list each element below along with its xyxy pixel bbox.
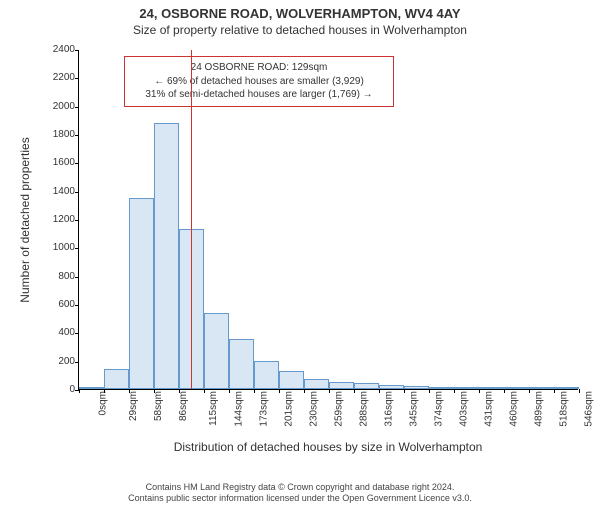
x-tick-label: 115sqm [209,391,219,426]
y-tick-mark [75,163,79,164]
histogram-bar [504,387,529,389]
x-tick-label: 345sqm [410,391,420,427]
histogram-bar [354,383,379,389]
x-tick-label: 546sqm [585,391,595,427]
x-tick-mark [279,389,280,393]
y-tick-mark [75,135,79,136]
x-tick-mark [429,389,430,393]
histogram-bar [229,339,254,389]
x-tick-label: 518sqm [560,391,570,427]
x-tick-label: 58sqm [154,391,164,421]
x-tick-mark [404,389,405,393]
x-tick-mark [79,389,80,393]
histogram-chart: Number of detached properties 24 OSBORNE… [48,50,578,420]
x-tick-mark [529,389,530,393]
histogram-bar [104,369,129,389]
x-tick-label: 173sqm [260,391,270,427]
x-tick-mark [329,389,330,393]
x-tick-mark [579,389,580,393]
y-tick-mark [75,362,79,363]
y-tick-mark [75,305,79,306]
annotation-line-1: 24 OSBORNE ROAD: 129sqm [131,61,387,75]
x-tick-label: 86sqm [179,391,189,421]
x-tick-label: 316sqm [385,391,395,427]
y-tick-mark [75,192,79,193]
x-tick-label: 0sqm [98,391,108,415]
histogram-bar [304,379,329,389]
page-title: 24, OSBORNE ROAD, WOLVERHAMPTON, WV4 4AY [0,6,600,21]
x-tick-mark [379,389,380,393]
histogram-bar [154,123,179,389]
histogram-bar [204,313,229,390]
histogram-bar [79,387,104,389]
x-tick-mark [554,389,555,393]
plot-area: 24 OSBORNE ROAD: 129sqm ← 69% of detache… [78,50,578,390]
x-tick-mark [154,389,155,393]
property-marker-line [191,50,192,389]
histogram-bar [379,385,404,389]
x-tick-label: 403sqm [460,391,470,427]
y-tick-mark [75,333,79,334]
footer-line-2: Contains public sector information licen… [0,493,600,504]
histogram-bar [279,371,304,389]
x-tick-label: 460sqm [510,391,520,427]
x-tick-mark [304,389,305,393]
x-tick-label: 259sqm [335,391,345,427]
histogram-bar [404,386,429,389]
x-tick-mark [354,389,355,393]
y-tick-mark [75,107,79,108]
x-tick-mark [104,389,105,393]
y-tick-mark [75,248,79,249]
histogram-bar [129,198,154,389]
x-tick-mark [129,389,130,393]
x-tick-label: 431sqm [485,391,495,427]
histogram-bar [529,387,554,389]
y-tick-mark [75,220,79,221]
x-tick-label: 489sqm [535,391,545,427]
x-tick-mark [204,389,205,393]
x-tick-label: 201sqm [285,391,295,427]
histogram-bar [429,387,454,389]
y-tick-mark [75,50,79,51]
x-tick-mark [479,389,480,393]
annotation-line-3: 31% of semi-detached houses are larger (… [131,88,387,102]
marker-annotation: 24 OSBORNE ROAD: 129sqm ← 69% of detache… [124,56,394,107]
histogram-bar [454,387,479,389]
x-tick-label: 230sqm [310,391,320,427]
footer-attribution: Contains HM Land Registry data © Crown c… [0,482,600,505]
x-tick-mark [504,389,505,393]
page-subtitle: Size of property relative to detached ho… [0,23,600,37]
x-tick-label: 144sqm [235,391,245,427]
x-tick-mark [254,389,255,393]
y-tick-mark [75,78,79,79]
x-tick-label: 29sqm [129,391,139,421]
histogram-bar [479,387,504,389]
x-tick-label: 374sqm [435,391,445,427]
histogram-bar [329,382,354,389]
footer-line-1: Contains HM Land Registry data © Crown c… [0,482,600,493]
y-tick-mark [75,277,79,278]
histogram-bar [254,361,279,389]
x-tick-mark [229,389,230,393]
annotation-line-2: ← 69% of detached houses are smaller (3,… [131,75,387,89]
x-tick-label: 288sqm [360,391,370,427]
x-tick-mark [179,389,180,393]
histogram-bar [554,387,579,389]
x-tick-mark [454,389,455,393]
